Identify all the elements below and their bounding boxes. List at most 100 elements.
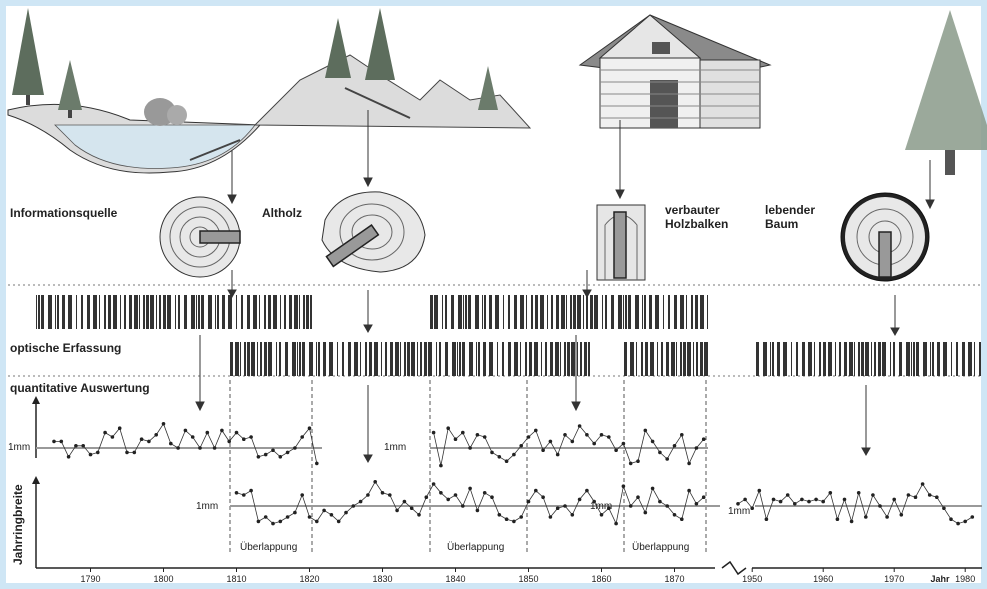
data-point xyxy=(665,457,669,461)
ring-bar xyxy=(580,342,582,376)
ring-bar xyxy=(937,342,940,376)
beam-label: verbauter Holzbalken xyxy=(665,203,728,231)
data-point xyxy=(147,439,151,444)
data-point xyxy=(694,502,699,506)
data-point xyxy=(636,495,640,500)
data-point xyxy=(701,437,706,442)
ring-bar xyxy=(436,342,437,376)
ring-bar xyxy=(191,295,195,329)
data-point xyxy=(234,430,239,435)
ring-bar xyxy=(570,295,572,329)
ring-bar xyxy=(268,342,272,376)
data-point xyxy=(764,517,769,521)
data-point xyxy=(526,499,531,504)
data-point xyxy=(736,502,740,506)
ring-bar xyxy=(882,342,886,376)
ring-bar xyxy=(508,342,511,376)
data-point xyxy=(835,517,840,521)
one-mm-label: 1mm xyxy=(384,442,406,453)
data-point xyxy=(388,493,392,497)
data-point xyxy=(548,515,553,519)
ring-bar xyxy=(316,342,317,376)
ring-bar xyxy=(476,342,477,376)
data-point xyxy=(234,491,239,495)
y-axis-arrow xyxy=(32,476,40,484)
data-point xyxy=(778,499,783,504)
shrub xyxy=(167,105,187,125)
data-point xyxy=(555,452,560,457)
data-point xyxy=(315,461,319,466)
ring-bar xyxy=(560,342,561,376)
data-point xyxy=(512,519,516,524)
ring-bar xyxy=(649,295,652,329)
data-point xyxy=(563,504,567,508)
data-point xyxy=(88,452,93,457)
ring-bar xyxy=(76,295,77,329)
data-point xyxy=(344,510,348,515)
ring-bar xyxy=(700,342,703,376)
data-point xyxy=(828,491,833,495)
data-point xyxy=(125,450,129,455)
data-point xyxy=(424,495,429,500)
data-point xyxy=(607,506,611,511)
data-point xyxy=(878,504,882,508)
ring-bar xyxy=(680,295,684,329)
ring-bar xyxy=(661,342,663,376)
tree-icon xyxy=(365,8,395,80)
x-tick-label: 1970 xyxy=(884,574,904,584)
data-point xyxy=(212,446,217,450)
data-point xyxy=(439,491,443,495)
ring-bar xyxy=(630,342,634,376)
ring-bar xyxy=(57,295,59,329)
ring-bar xyxy=(167,295,171,329)
y-axis-label: Jahrringbreite xyxy=(11,484,25,565)
ring-bar xyxy=(323,342,326,376)
ring-bar xyxy=(424,342,427,376)
ring-bar xyxy=(289,295,292,329)
ring-bar xyxy=(407,342,410,376)
data-point xyxy=(402,499,407,504)
data-point xyxy=(628,504,633,508)
data-point xyxy=(96,450,100,455)
ring-bar xyxy=(285,342,288,376)
ring-bar xyxy=(395,342,399,376)
lake-water xyxy=(54,124,256,169)
ring-bar xyxy=(645,342,648,376)
ring-bar xyxy=(686,295,687,329)
ring-bar xyxy=(292,342,296,376)
ring-bar xyxy=(445,342,448,376)
cross-section-disc xyxy=(159,196,241,278)
data-point xyxy=(570,439,575,444)
ring-bar xyxy=(777,342,780,376)
ring-bar xyxy=(561,295,565,329)
x-tick-label: 1800 xyxy=(153,574,173,584)
one-mm-label: 1mm xyxy=(196,501,218,512)
x-tick-label: 1810 xyxy=(226,574,246,584)
data-point xyxy=(249,488,253,493)
ring-bar xyxy=(874,342,876,376)
data-point xyxy=(592,499,596,504)
ring-bar xyxy=(369,342,372,376)
x-tick-label: 1950 xyxy=(742,574,762,584)
x-tick-label: 1960 xyxy=(813,574,833,584)
ring-bar xyxy=(636,342,637,376)
data-point xyxy=(534,488,538,493)
ring-bar xyxy=(468,295,471,329)
ring-bar xyxy=(463,295,464,329)
data-point xyxy=(300,493,305,497)
data-point xyxy=(461,504,465,508)
data-point xyxy=(315,519,319,524)
ring-bar xyxy=(802,342,805,376)
ring-bar xyxy=(299,342,301,376)
data-point xyxy=(541,495,545,500)
ring-bar xyxy=(400,342,401,376)
ring-bar xyxy=(459,342,461,376)
ring-bar xyxy=(489,342,493,376)
ring-bar xyxy=(337,342,338,376)
data-point xyxy=(577,497,582,502)
data-point xyxy=(161,422,166,426)
frame-left xyxy=(0,0,6,589)
data-point xyxy=(526,435,531,439)
